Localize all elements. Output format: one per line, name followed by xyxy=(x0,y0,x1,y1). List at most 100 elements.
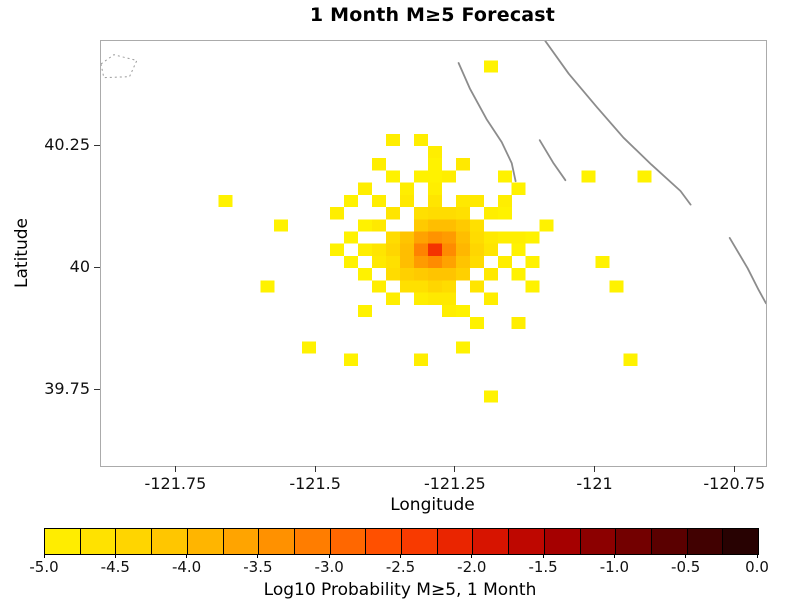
heatmap-cell xyxy=(441,268,456,281)
colorbar-segment xyxy=(651,529,688,554)
heatmap-cell xyxy=(455,158,470,171)
colorbar-segment xyxy=(473,529,510,554)
heatmap-cell xyxy=(497,194,512,208)
heatmap-cell xyxy=(400,231,414,244)
heatmap-cell xyxy=(469,231,484,244)
colorbar-tick-label: -3.0 xyxy=(314,558,344,576)
heatmap-cell xyxy=(358,304,373,317)
colorbar-tick-label: -2.5 xyxy=(385,558,416,576)
y-tick-label: 40.25 xyxy=(44,135,90,155)
colorbar-segment xyxy=(80,529,117,554)
heatmap-cell xyxy=(511,182,526,195)
colorbar-tick-mark xyxy=(756,554,758,558)
colorbar-segment xyxy=(259,529,295,554)
colorbar-tick-mark xyxy=(400,554,401,558)
heatmap-cell xyxy=(427,243,442,256)
heatmap-cell xyxy=(525,280,540,293)
heatmap-cell xyxy=(511,317,526,330)
heatmap-cell xyxy=(330,243,345,256)
heatmap-cell xyxy=(372,219,386,232)
heatmap-cell xyxy=(441,231,456,244)
region-outline xyxy=(101,54,138,79)
heatmap-cell xyxy=(469,255,484,269)
colorbar-tick-label: -3.5 xyxy=(243,558,273,576)
heatmap-cell xyxy=(469,243,484,256)
colorbar-segment xyxy=(687,529,724,554)
x-tick-mark xyxy=(314,466,316,472)
heatmap-cell xyxy=(427,158,442,171)
fault-line xyxy=(538,139,567,182)
colorbar-segment xyxy=(330,529,367,554)
y-tick-mark xyxy=(94,266,100,268)
heatmap-cell xyxy=(623,353,638,366)
heatmap-cell xyxy=(386,292,400,305)
heatmap-cell xyxy=(497,207,512,220)
heatmap-cell xyxy=(455,219,470,232)
colorbar-tick-mark xyxy=(328,554,330,558)
colorbar-tick-mark xyxy=(542,554,544,558)
heatmap-cell xyxy=(386,231,400,244)
heatmap-cell xyxy=(441,219,456,232)
heatmap-cell xyxy=(400,194,414,208)
heatmap-cell xyxy=(427,292,442,305)
heatmap-cell xyxy=(344,353,359,366)
y-tick-label: 40 xyxy=(69,257,90,277)
y-tick-label: 39.75 xyxy=(44,379,90,399)
heatmap-cell xyxy=(455,231,470,244)
colorbar xyxy=(44,528,759,555)
x-tick-label: -120.75 xyxy=(703,474,766,493)
heatmap-cell xyxy=(344,194,359,208)
heatmap-cell xyxy=(427,170,442,183)
heatmap-cell xyxy=(455,341,470,354)
heatmap-cell xyxy=(525,255,540,269)
colorbar-tick-label: -0.5 xyxy=(671,558,701,576)
colorbar-tick-label: -4.0 xyxy=(171,558,202,576)
heatmap-cell xyxy=(483,207,498,220)
heatmap-cell xyxy=(525,231,540,244)
heatmap-cell xyxy=(386,207,400,220)
heatmap-cell xyxy=(413,170,428,183)
heatmap-cell xyxy=(358,243,373,256)
heatmap-cell xyxy=(497,255,512,269)
heatmap-cell xyxy=(413,231,428,244)
heatmap-cell xyxy=(372,194,386,208)
heatmap-cell xyxy=(400,243,414,256)
heatmap-cell xyxy=(413,268,428,281)
heatmap-cell xyxy=(386,268,400,281)
heatmap-cell xyxy=(483,390,498,403)
heatmap-cell xyxy=(511,268,526,281)
heatmap-cell xyxy=(400,255,414,269)
heatmap-cell xyxy=(497,231,512,244)
heatmap-cell xyxy=(344,255,359,269)
colorbar-segment xyxy=(294,529,331,554)
heatmap-cell xyxy=(427,231,442,244)
colorbar-segment xyxy=(437,529,474,554)
heatmap-cell xyxy=(386,170,400,183)
heatmap-cell xyxy=(386,255,400,269)
heatmap-cell xyxy=(413,219,428,232)
heatmap-cell xyxy=(218,194,233,208)
y-axis-label: Latitude xyxy=(12,218,32,288)
x-tick-mark xyxy=(174,466,176,472)
heatmap-canvas xyxy=(101,41,766,403)
colorbar-tick-mark xyxy=(685,554,687,558)
heatmap-cell xyxy=(372,158,386,171)
colorbar-tick-label: -2.0 xyxy=(457,558,487,576)
heatmap-cell xyxy=(372,243,386,256)
colorbar-tick-mark xyxy=(257,554,259,558)
colorbar-tick-label: -4.5 xyxy=(100,558,130,576)
colorbar-tick-mark xyxy=(43,554,45,558)
heatmap-cell xyxy=(455,243,470,256)
heatmap-cell xyxy=(497,170,512,183)
colorbar-label: Log10 Probability M≥5, 1 Month xyxy=(263,580,537,600)
colorbar-tick-label: -1.5 xyxy=(528,558,558,576)
heatmap-cell xyxy=(483,243,498,256)
heatmap-cell xyxy=(400,280,414,293)
heatmap-cell xyxy=(441,207,456,220)
x-tick-label: -121.75 xyxy=(144,474,207,493)
heatmap-cell xyxy=(386,133,400,146)
heatmap-cell xyxy=(483,60,498,73)
heatmap-cell xyxy=(413,133,428,146)
heatmap-cell xyxy=(455,268,470,281)
